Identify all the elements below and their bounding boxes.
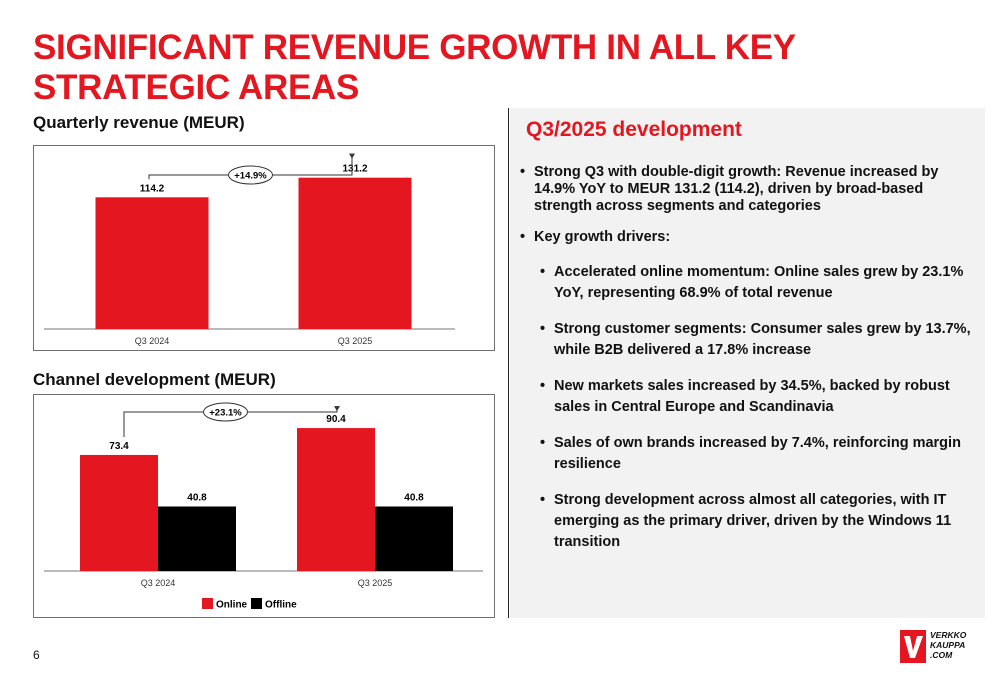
bar-online-q3-2025	[297, 428, 375, 571]
legend-swatch-offline	[251, 598, 262, 609]
logo-line-1: VERKKO	[930, 630, 967, 640]
legend-label-online: Online	[216, 600, 248, 611]
development-panel: Q3/2025 development Strong Q3 with doubl…	[510, 108, 985, 618]
sub-bullet-new-markets: New markets sales increased by 34.5%, ba…	[540, 376, 975, 418]
growth-badge	[228, 165, 273, 185]
vertical-divider	[508, 108, 509, 618]
revenue-chart-svg: 114.2 131.2 Q3 2024 Q3 2025 +14.9%	[44, 153, 455, 346]
tick-label-q3-2025: Q3 2025	[358, 578, 393, 588]
logo-line-3: .COM	[930, 650, 953, 660]
bar-q3-2025	[298, 177, 412, 329]
logo-line-2: KAUPPA	[930, 640, 966, 650]
panel-heading: Q3/2025 development	[526, 118, 742, 141]
value-label-q3-2025: 131.2	[342, 164, 367, 175]
sub-bullet-online: Accelerated online momentum: Online sale…	[540, 262, 975, 304]
value-label-offline-q3-2024: 40.8	[187, 492, 207, 503]
bar-q3-2024	[95, 197, 209, 329]
bar-online-q3-2024	[80, 454, 158, 571]
verkkokauppa-logo: VERKKO KAUPPA .COM	[900, 630, 970, 666]
bullet-key-drivers-label: Key growth drivers:	[534, 229, 671, 245]
bar-offline-q3-2024	[158, 506, 236, 571]
sub-bullet-segments: Strong customer segments: Consumer sales…	[540, 319, 975, 361]
channel-chart-svg: 73.4 40.8 90.4 40.8 Q3 2024 Q3 2025 +23.…	[44, 402, 483, 611]
tick-label-q3-2025: Q3 2025	[338, 336, 373, 346]
value-label-online-q3-2024: 73.4	[109, 441, 129, 452]
growth-label: +14.9%	[234, 171, 267, 182]
verkkokauppa-logo-icon	[900, 630, 926, 663]
growth-badge	[203, 402, 248, 422]
growth-arrowhead	[334, 406, 340, 412]
bar-offline-q3-2025	[375, 506, 453, 571]
tick-label-q3-2024: Q3 2024	[135, 336, 170, 346]
bullet-key-drivers: Key growth drivers: Accelerated online m…	[520, 229, 975, 553]
bullet-list: Strong Q3 with double-digit growth: Reve…	[520, 164, 975, 568]
revenue-chart: 114.2 131.2 Q3 2024 Q3 2025 +14.9%	[33, 145, 495, 351]
revenue-chart-label: Quarterly revenue (MEUR)	[33, 113, 245, 132]
sub-bullet-categories: Strong development across almost all cat…	[540, 490, 975, 553]
value-label-q3-2024: 114.2	[140, 183, 165, 194]
growth-arrowhead	[349, 153, 355, 159]
growth-label: +23.1%	[209, 408, 242, 419]
tick-label-q3-2024: Q3 2024	[141, 578, 176, 588]
channel-chart: 73.4 40.8 90.4 40.8 Q3 2024 Q3 2025 +23.…	[33, 394, 495, 618]
legend-swatch-online	[202, 598, 213, 609]
logo-wordmark: VERKKO KAUPPA .COM	[930, 630, 966, 660]
sub-bullet-list: Accelerated online momentum: Online sale…	[540, 262, 975, 553]
channel-chart-label: Channel development (MEUR)	[33, 370, 276, 389]
sub-bullet-own-brands: Sales of own brands increased by 7.4%, r…	[540, 433, 975, 475]
page-number: 6	[33, 648, 40, 662]
page-title: SIGNIFICANT REVENUE GROWTH IN ALL KEY ST…	[33, 28, 796, 107]
bullet-strong-q3: Strong Q3 with double-digit growth: Reve…	[520, 164, 975, 215]
legend-label-offline: Offline	[265, 600, 297, 611]
value-label-online-q3-2025: 90.4	[326, 414, 346, 425]
value-label-offline-q3-2025: 40.8	[404, 492, 424, 503]
